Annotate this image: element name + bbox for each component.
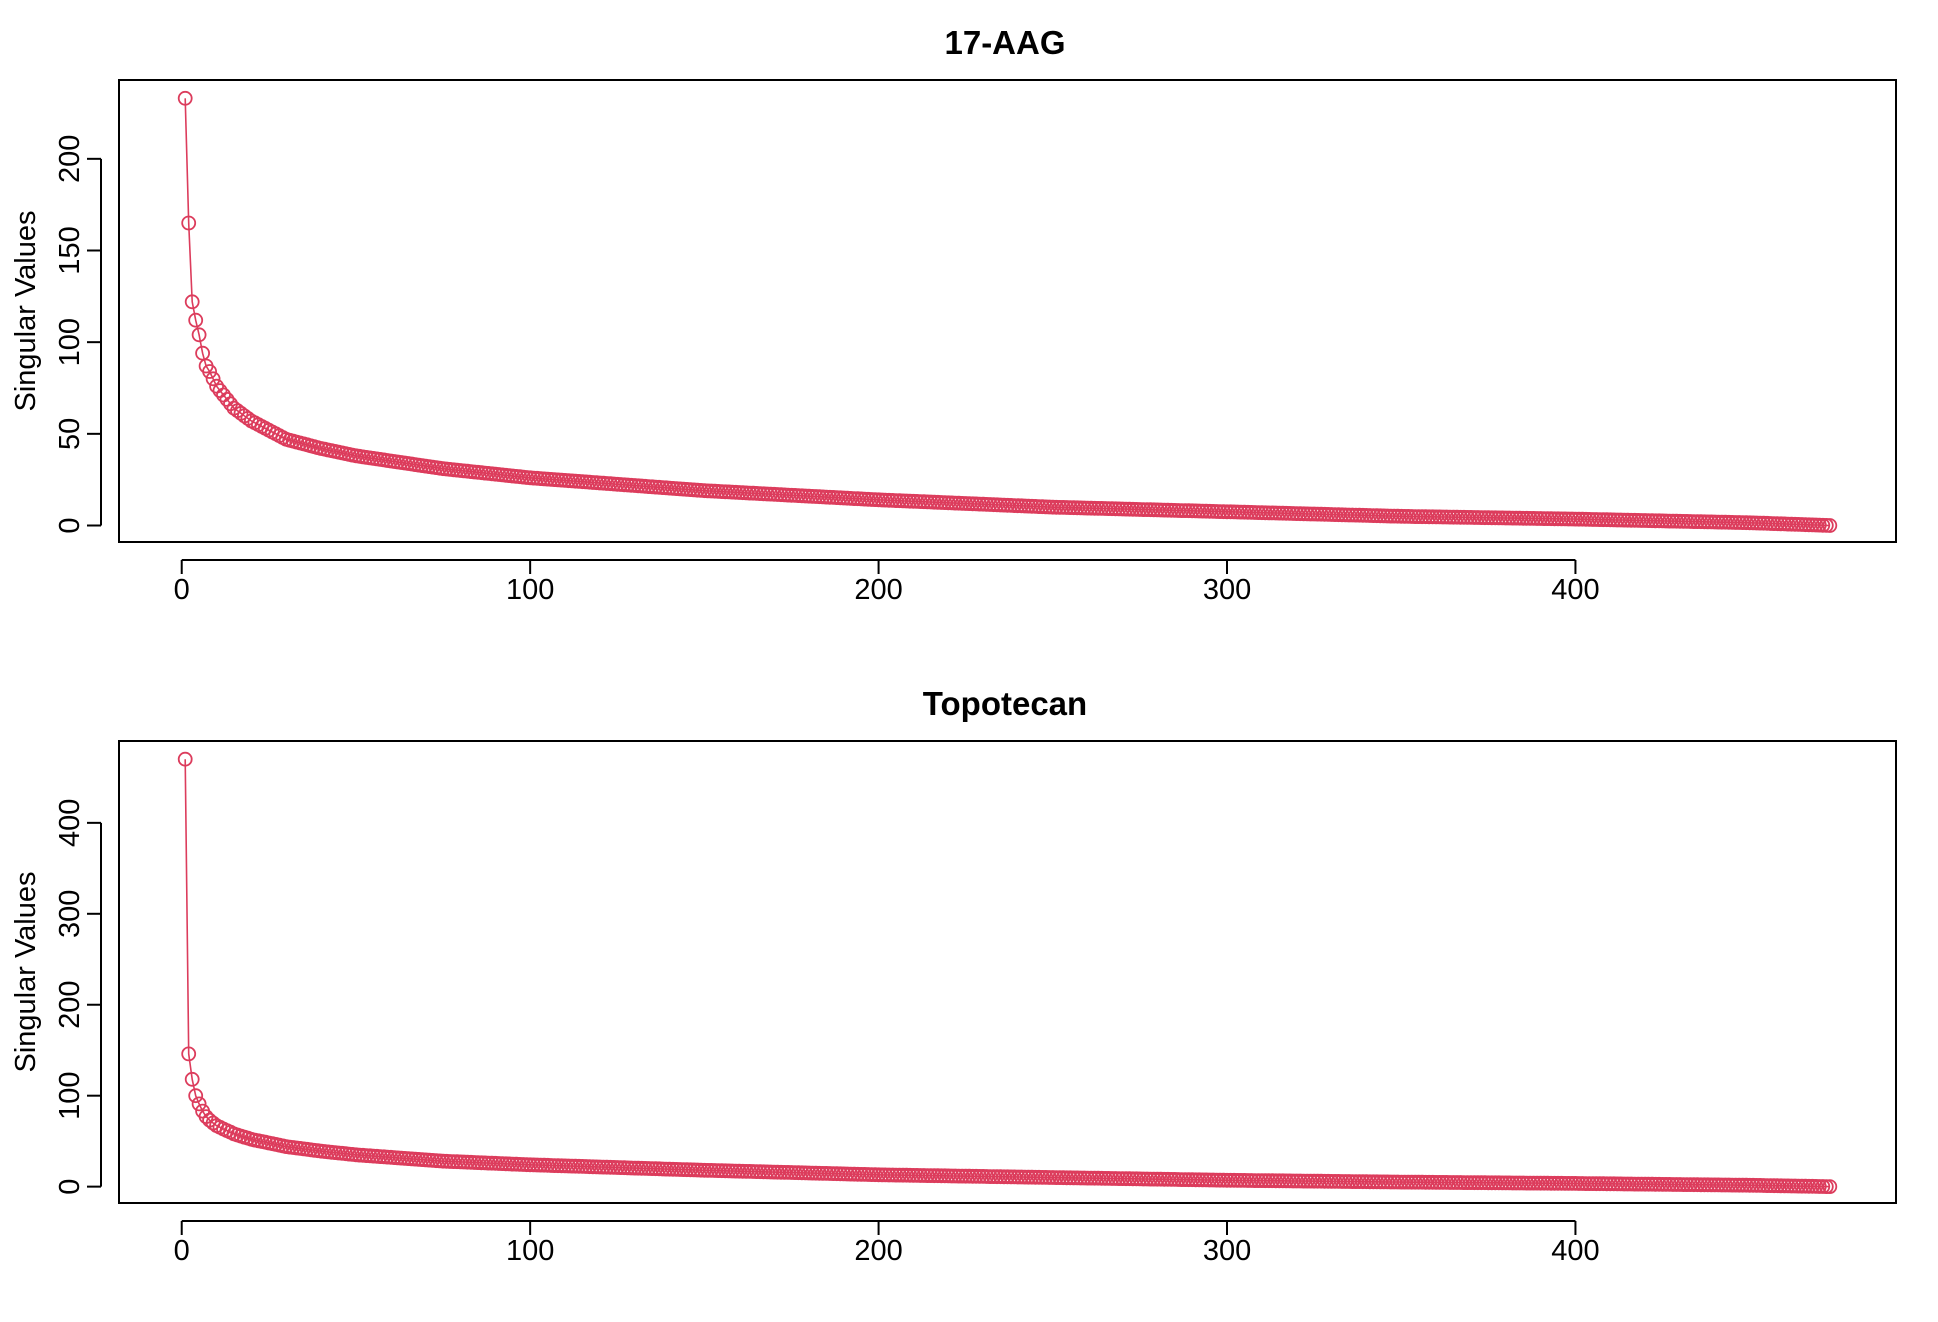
plot-frame: [118, 740, 1897, 1204]
data-point: [205, 371, 221, 387]
data-point: [177, 90, 193, 106]
y-axis-label: Singular Values: [10, 211, 42, 412]
data-point: [1822, 518, 1838, 533]
x-tick-label: 300: [1203, 1235, 1251, 1267]
y-tick-label: 400: [54, 799, 86, 847]
x-tick-label: 100: [506, 1235, 554, 1267]
chart-panel-topotecan: Topotecan Singular Values 0 100 200 300 400 …: [10, 685, 1897, 1267]
data-point: [177, 751, 193, 767]
chart-panel-17-aag: 17-AAG Singular Values 0 100 200 300 400 0 50…: [10, 24, 1897, 606]
x-tick-label: 400: [1551, 1235, 1599, 1267]
x-tick-label: 300: [1203, 574, 1251, 606]
series-points: [177, 751, 1838, 1194]
y-tick-label: 50: [54, 418, 86, 450]
data-point: [184, 294, 200, 310]
x-tick-label: 200: [854, 1235, 902, 1267]
chart-title: Topotecan: [923, 685, 1087, 722]
y-axis: 0 100 200 300 400: [54, 799, 102, 1195]
data-point: [184, 1071, 200, 1087]
y-axis-label: Singular Values: [10, 872, 42, 1073]
data-point: [188, 312, 204, 328]
data-point: [1822, 1179, 1838, 1194]
data-point: [191, 327, 207, 343]
chart-title: 17-AAG: [944, 24, 1065, 61]
x-tick-label: 0: [174, 574, 190, 606]
data-point: [191, 1096, 207, 1112]
y-tick-label: 200: [54, 981, 86, 1029]
x-tick-label: 400: [1551, 574, 1599, 606]
y-tick-label: 100: [54, 318, 86, 366]
y-tick-label: 0: [54, 1179, 86, 1195]
data-point: [202, 364, 218, 379]
y-tick-label: 100: [54, 1071, 86, 1119]
y-tick-label: 300: [54, 890, 86, 938]
data-point: [181, 1046, 197, 1062]
y-tick-label: 0: [54, 517, 86, 533]
x-axis: 0 100 200 300 400: [174, 559, 1600, 606]
x-axis: 0 100 200 300 400: [174, 1220, 1600, 1267]
series-line: [184, 759, 1830, 1188]
y-axis: 0 50 100 150 200: [54, 135, 102, 534]
y-tick-label: 200: [54, 135, 86, 183]
y-tick-label: 150: [54, 226, 86, 274]
data-point: [181, 215, 197, 231]
x-tick-label: 100: [506, 574, 554, 606]
data-point: [188, 1088, 204, 1104]
series-points: [177, 90, 1838, 533]
x-tick-label: 0: [174, 1235, 190, 1267]
plot-frame: [118, 79, 1897, 543]
x-tick-label: 200: [854, 574, 902, 606]
